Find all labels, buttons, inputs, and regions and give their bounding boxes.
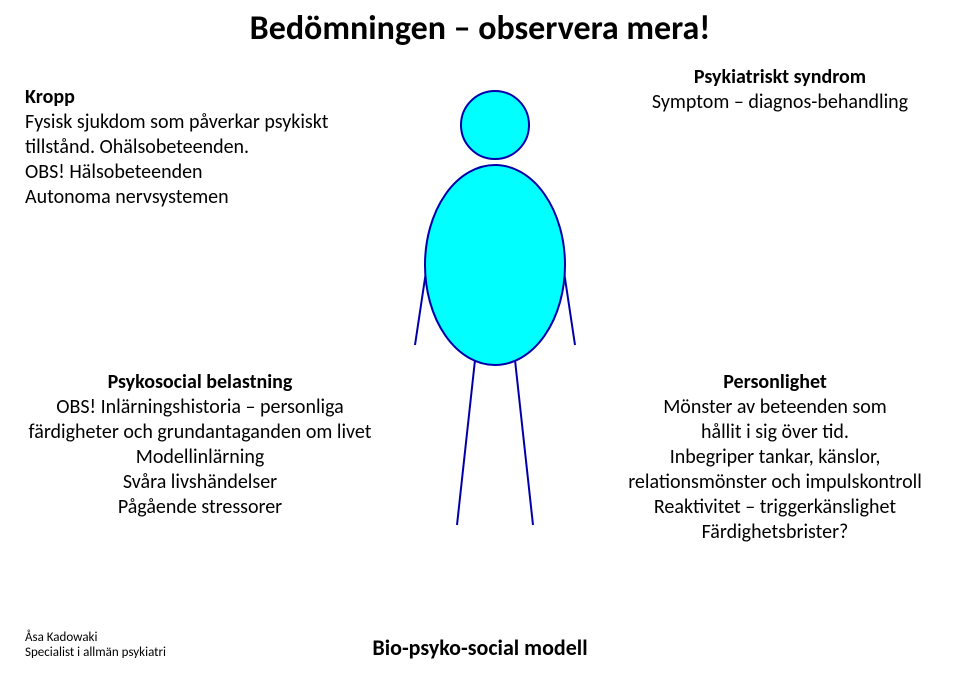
text-line: Färdighetsbrister? (595, 520, 955, 545)
text-line: hållit i sig över tid. (595, 420, 955, 445)
text-line: Svåra livshändelser (0, 470, 400, 495)
person-figure (395, 85, 595, 565)
figure-left-leg (457, 360, 475, 525)
top-left-block: Kropp Fysisk sjukdom som påverkar psykis… (25, 85, 395, 210)
text-line: Reaktivitet – triggerkänslighet (595, 495, 955, 520)
bottom-left-heading: Psykosocial belastning (0, 370, 400, 395)
text-line: OBS! Hälsobeteenden (25, 160, 395, 185)
text-line: OBS! Inlärningshistoria – personliga (0, 395, 400, 420)
figure-head (461, 91, 529, 159)
text-line: tillstånd. Ohälsobeteenden. (25, 135, 395, 160)
text-line: Mönster av beteenden som (595, 395, 955, 420)
top-right-block: Psykiatriskt syndrom Symptom – diagnos-b… (620, 65, 940, 115)
bottom-right-block: Personlighet Mönster av beteenden som hå… (595, 370, 955, 545)
slide-title: Bedömningen – observera mera! (0, 8, 960, 49)
bottom-right-heading: Personlighet (595, 370, 955, 395)
text-line: färdigheter och grundantaganden om livet (0, 420, 400, 445)
text-line: Fysisk sjukdom som påverkar psykiskt (25, 110, 395, 135)
text-line: Autonoma nervsystemen (25, 185, 395, 210)
bottom-left-block: Psykosocial belastning OBS! Inlärningshi… (0, 370, 400, 520)
text-line: Inbegriper tankar, känslor, (595, 445, 955, 470)
figure-body (425, 165, 565, 365)
text-line: Symptom – diagnos-behandling (620, 90, 940, 115)
text-line: relationsmönster och impulskontroll (595, 470, 955, 495)
text-line: Pågående stressorer (0, 495, 400, 520)
top-left-heading: Kropp (25, 85, 395, 110)
figure-right-leg (515, 360, 533, 525)
top-right-heading: Psykiatriskt syndrom (620, 65, 940, 90)
footer-model: Bio-psyko-social modell (0, 634, 960, 661)
text-line: Modellinlärning (0, 445, 400, 470)
